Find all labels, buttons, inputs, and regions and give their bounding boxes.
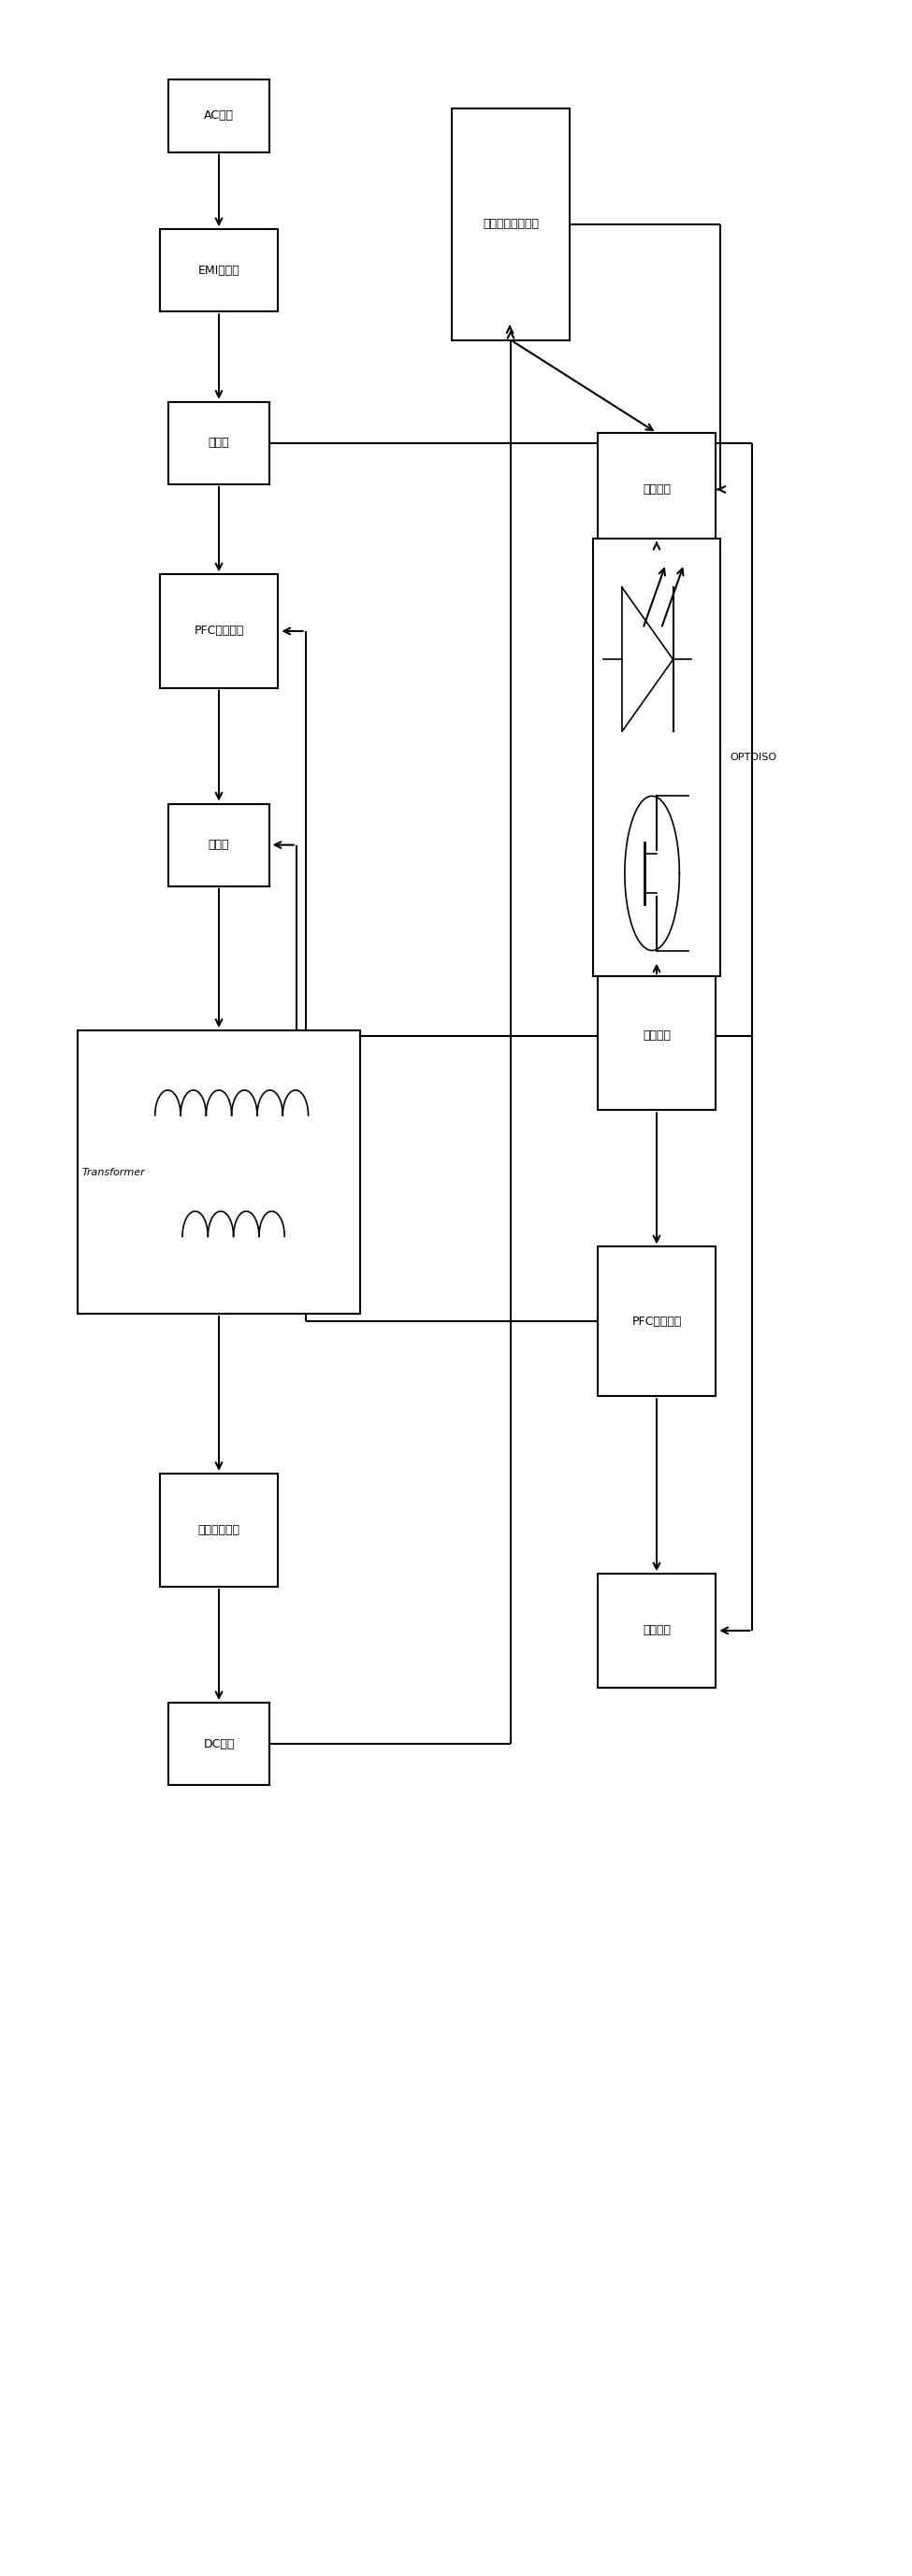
Text: 过流监控: 过流监控	[643, 1625, 670, 1636]
FancyBboxPatch shape	[160, 229, 278, 312]
FancyBboxPatch shape	[160, 574, 278, 688]
Text: PFC升压电路: PFC升压电路	[194, 626, 244, 636]
FancyBboxPatch shape	[169, 80, 269, 152]
FancyBboxPatch shape	[160, 1473, 278, 1587]
FancyBboxPatch shape	[169, 1703, 269, 1785]
FancyBboxPatch shape	[597, 433, 716, 546]
Text: 反馈电路: 反馈电路	[643, 484, 670, 495]
Text: 整流桥: 整流桥	[208, 438, 230, 448]
FancyBboxPatch shape	[451, 108, 570, 340]
FancyBboxPatch shape	[597, 961, 716, 1110]
FancyBboxPatch shape	[597, 1247, 716, 1396]
Text: 输出滤波电路: 输出滤波电路	[198, 1525, 240, 1535]
FancyBboxPatch shape	[169, 402, 269, 484]
FancyBboxPatch shape	[169, 804, 269, 886]
Text: EMI滤波器: EMI滤波器	[198, 265, 240, 276]
FancyBboxPatch shape	[597, 1574, 716, 1687]
Text: AC输入: AC输入	[204, 111, 233, 121]
Text: 输出电压采样电路: 输出电压采样电路	[482, 219, 539, 229]
Text: 控制电路: 控制电路	[643, 1030, 670, 1041]
Text: DC输出: DC输出	[203, 1739, 234, 1749]
Text: Transformer: Transformer	[82, 1167, 145, 1177]
Text: OPTOISO: OPTOISO	[730, 752, 776, 762]
FancyBboxPatch shape	[593, 538, 720, 976]
Text: 半桥器: 半桥器	[208, 840, 230, 850]
Text: PFC控制电路: PFC控制电路	[632, 1316, 681, 1327]
FancyBboxPatch shape	[78, 1030, 360, 1314]
